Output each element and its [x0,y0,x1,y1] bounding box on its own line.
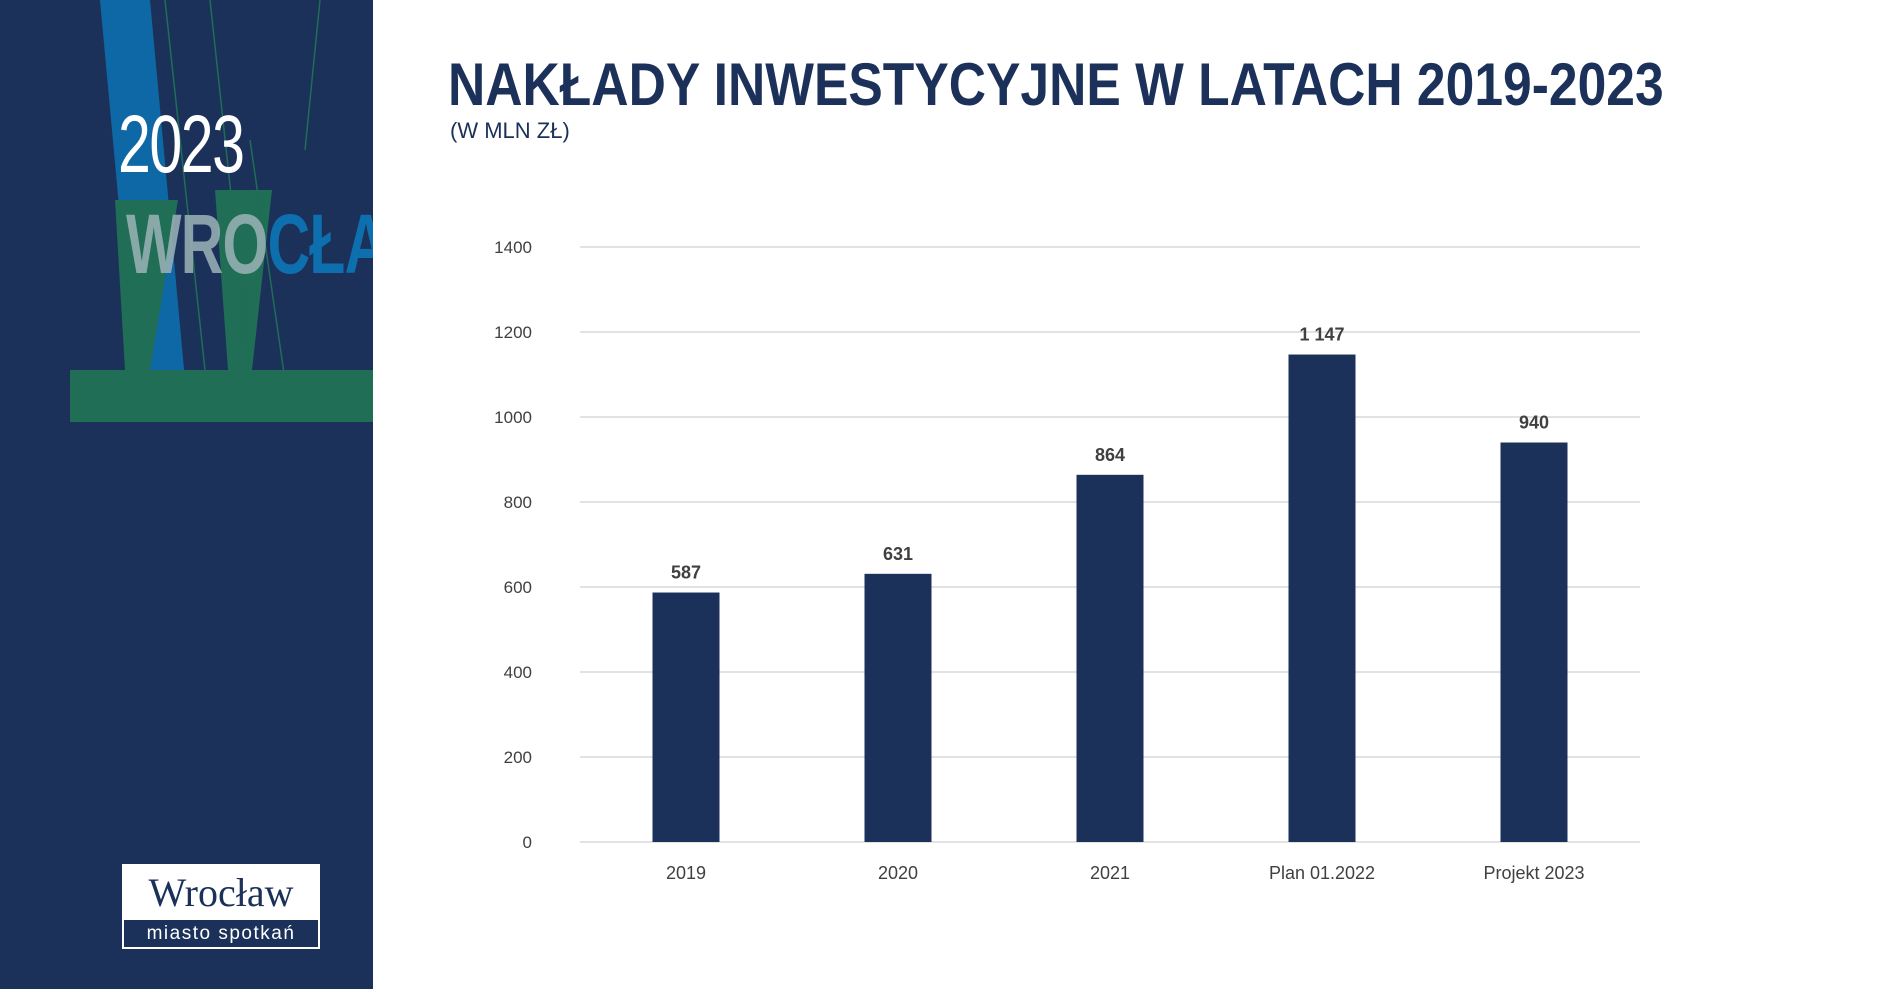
bar-chart: 0 200 400 600 800 1000 1200 1400 587 2019 631 2020 8… [494,238,1640,883]
data-label: 940 [1519,413,1549,433]
y-tick-label: 200 [504,748,532,767]
chart-title: NAKŁADY INWESTYCYJNE W LATACH 2019-2023 [448,51,1664,118]
y-tick-label: 600 [504,578,532,597]
city-heading-part1: WRO [126,197,268,291]
bar [1500,442,1568,842]
x-tick-label: Plan 01.2022 [1269,863,1375,883]
x-tick-label: 2020 [878,863,918,883]
bar [1288,354,1356,842]
x-tick-label: Projekt 2023 [1483,863,1584,883]
data-label: 631 [883,544,913,564]
logo-name: Wrocław [124,866,318,920]
sidebar: 2023 WROCŁAW Wrocław miasto spotkań [0,0,373,989]
logo-tagline: miasto spotkań [146,923,296,944]
chart-subtitle: (W MLN ZŁ) [450,118,570,143]
x-tick-label: 2019 [666,863,706,883]
y-tick-label: 400 [504,663,532,682]
wroclaw-logo: Wrocław miasto spotkań [122,864,320,949]
data-label: 864 [1095,445,1125,465]
y-tick-label: 1200 [494,323,532,342]
bar [652,592,720,842]
x-tick-label: 2021 [1090,863,1130,883]
sidebar-decoration [70,0,373,422]
y-tick-label: 800 [504,493,532,512]
bar [1076,474,1144,842]
data-label: 1 147 [1299,325,1344,345]
bar [864,573,932,842]
y-tick-label: 0 [523,833,532,852]
city-heading: WROCŁAW [126,196,373,293]
city-heading-part2: CŁAW [267,197,373,291]
y-tick-label: 1000 [494,408,532,427]
year-heading: 2023 [118,99,245,190]
data-label: 587 [671,563,701,583]
y-tick-label: 1400 [494,238,532,257]
